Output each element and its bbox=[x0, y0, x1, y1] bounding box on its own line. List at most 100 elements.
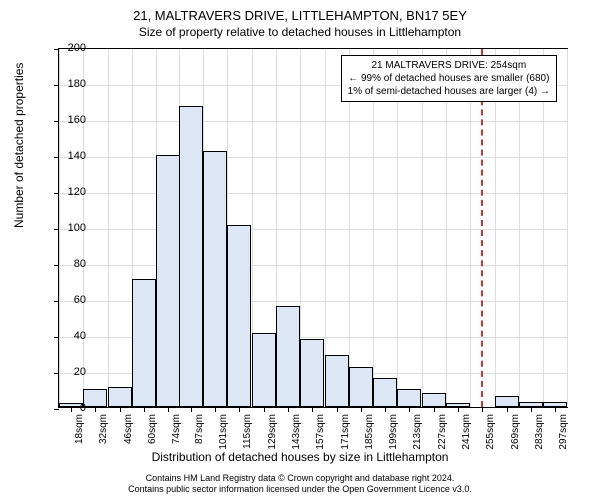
footer-line-1: Contains HM Land Registry data © Crown c… bbox=[0, 473, 600, 485]
gridline-v bbox=[422, 49, 423, 407]
y-tick-label: 180 bbox=[56, 78, 86, 90]
x-tick-mark bbox=[409, 407, 410, 412]
x-tick-label: 241sqm bbox=[461, 414, 472, 450]
gridline-v bbox=[349, 49, 350, 407]
histogram-bar bbox=[446, 403, 470, 407]
x-tick-label: 255sqm bbox=[485, 414, 496, 450]
y-tick-label: 120 bbox=[56, 186, 86, 198]
histogram-bar bbox=[108, 387, 132, 407]
x-tick-label: 185sqm bbox=[364, 414, 375, 450]
x-tick-label: 32sqm bbox=[98, 414, 109, 444]
x-tick-mark bbox=[482, 407, 483, 412]
x-tick-label: 297sqm bbox=[558, 414, 569, 450]
y-tick-label: 200 bbox=[56, 42, 86, 54]
gridline-v bbox=[543, 49, 544, 407]
x-tick-mark bbox=[507, 407, 508, 412]
x-tick-label: 87sqm bbox=[194, 414, 205, 444]
x-tick-label: 18sqm bbox=[74, 414, 85, 444]
x-tick-label: 171sqm bbox=[340, 414, 351, 450]
histogram-bar bbox=[203, 151, 227, 407]
histogram-bar bbox=[179, 106, 203, 407]
gridline-v bbox=[519, 49, 520, 407]
y-tick-label: 100 bbox=[56, 222, 86, 234]
histogram-bar bbox=[276, 306, 300, 407]
chart-title-main: 21, MALTRAVERS DRIVE, LITTLEHAMPTON, BN1… bbox=[0, 0, 600, 23]
gridline-v bbox=[397, 49, 398, 407]
x-tick-mark bbox=[215, 407, 216, 412]
x-tick-mark bbox=[337, 407, 338, 412]
gridline-v bbox=[325, 49, 326, 407]
x-tick-label: 143sqm bbox=[291, 414, 302, 450]
x-tick-mark bbox=[555, 407, 556, 412]
histogram-bar bbox=[495, 396, 519, 407]
y-tick-label: 40 bbox=[56, 330, 86, 342]
x-tick-label: 46sqm bbox=[123, 414, 134, 444]
x-tick-mark bbox=[288, 407, 289, 412]
histogram-bar bbox=[422, 393, 446, 407]
gridline-h bbox=[59, 193, 567, 194]
y-tick-label: 0 bbox=[56, 402, 86, 414]
x-tick-mark bbox=[239, 407, 240, 412]
gridline-v bbox=[470, 49, 471, 407]
histogram-bar bbox=[132, 279, 156, 407]
x-tick-label: 227sqm bbox=[437, 414, 448, 450]
gridline-v bbox=[446, 49, 447, 407]
x-axis-label: Distribution of detached houses by size … bbox=[0, 450, 600, 464]
x-tick-label: 74sqm bbox=[171, 414, 182, 444]
gridline-h bbox=[59, 157, 567, 158]
gridline-h bbox=[59, 229, 567, 230]
y-tick-label: 160 bbox=[56, 114, 86, 126]
x-tick-mark bbox=[458, 407, 459, 412]
x-tick-mark bbox=[168, 407, 169, 412]
x-tick-label: 115sqm bbox=[242, 414, 253, 449]
histogram-bar bbox=[300, 339, 324, 407]
chart-plot-area: 21 MALTRAVERS DRIVE: 254sqm← 99% of deta… bbox=[58, 48, 568, 408]
histogram-bar bbox=[83, 389, 107, 407]
x-tick-label: 213sqm bbox=[412, 414, 423, 450]
gridline-v bbox=[373, 49, 374, 407]
gridline-v bbox=[108, 49, 109, 407]
x-tick-mark bbox=[120, 407, 121, 412]
annotation-box: 21 MALTRAVERS DRIVE: 254sqm← 99% of deta… bbox=[341, 55, 557, 102]
y-tick-label: 80 bbox=[56, 258, 86, 270]
histogram-bar bbox=[156, 155, 180, 407]
x-tick-label: 283sqm bbox=[534, 414, 545, 450]
y-axis-label: Number of detached properties bbox=[12, 63, 26, 228]
gridline-v bbox=[567, 49, 568, 407]
annotation-line-2: ← 99% of detached houses are smaller (68… bbox=[348, 72, 550, 85]
x-tick-mark bbox=[144, 407, 145, 412]
chart-title-sub: Size of property relative to detached ho… bbox=[0, 23, 600, 43]
gridline-h bbox=[59, 265, 567, 266]
x-tick-mark bbox=[385, 407, 386, 412]
reference-marker-line bbox=[481, 49, 483, 407]
histogram-bar bbox=[349, 367, 373, 407]
x-tick-mark bbox=[312, 407, 313, 412]
annotation-line-3: 1% of semi-detached houses are larger (4… bbox=[348, 85, 550, 98]
chart-footer: Contains HM Land Registry data © Crown c… bbox=[0, 473, 600, 496]
x-tick-label: 157sqm bbox=[315, 414, 326, 450]
y-tick-label: 140 bbox=[56, 150, 86, 162]
x-tick-mark bbox=[531, 407, 532, 412]
histogram-bar bbox=[397, 389, 421, 407]
footer-line-2: Contains public sector information licen… bbox=[0, 484, 600, 496]
histogram-bar bbox=[519, 402, 543, 407]
x-tick-label: 129sqm bbox=[267, 414, 278, 450]
histogram-bar bbox=[543, 402, 567, 407]
y-tick-label: 20 bbox=[56, 366, 86, 378]
x-tick-label: 199sqm bbox=[388, 414, 399, 450]
x-tick-mark bbox=[434, 407, 435, 412]
x-tick-label: 60sqm bbox=[147, 414, 158, 444]
y-tick-label: 60 bbox=[56, 294, 86, 306]
histogram-bar bbox=[227, 225, 251, 407]
histogram-bar bbox=[373, 378, 397, 407]
histogram-bar bbox=[325, 355, 349, 407]
x-tick-mark bbox=[361, 407, 362, 412]
x-tick-mark bbox=[264, 407, 265, 412]
gridline-h bbox=[59, 121, 567, 122]
annotation-line-1: 21 MALTRAVERS DRIVE: 254sqm bbox=[348, 59, 550, 72]
gridline-v bbox=[495, 49, 496, 407]
x-tick-mark bbox=[95, 407, 96, 412]
x-tick-mark bbox=[191, 407, 192, 412]
x-tick-label: 101sqm bbox=[218, 414, 229, 450]
histogram-bar bbox=[252, 333, 276, 407]
